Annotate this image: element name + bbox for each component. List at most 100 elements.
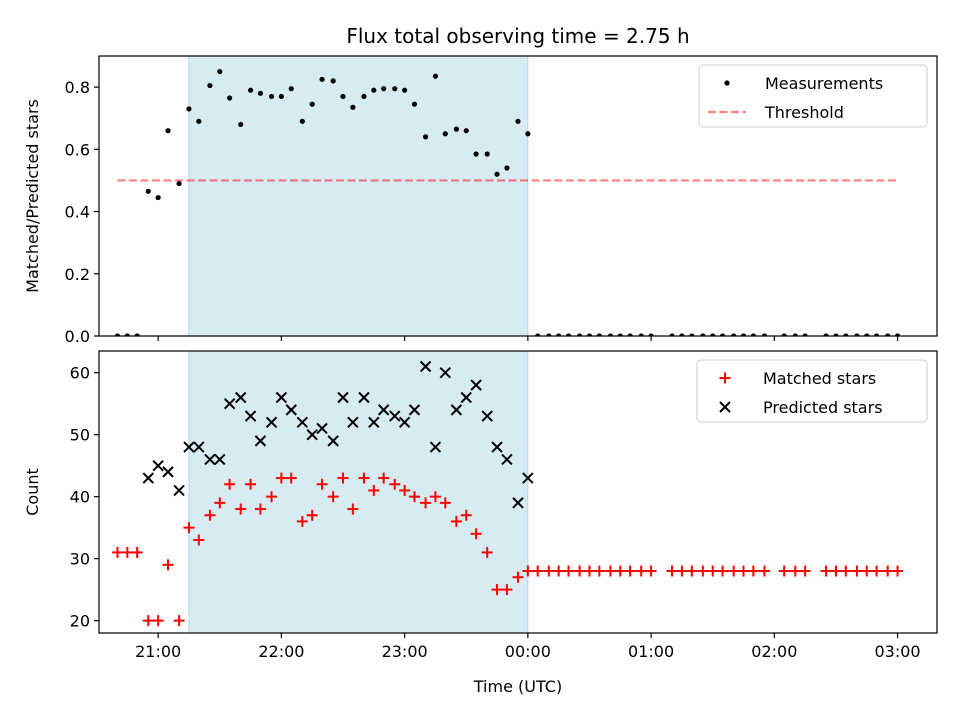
measurement-point [607, 333, 614, 336]
predicted-point [193, 441, 205, 453]
matched-point [275, 472, 287, 484]
predicted-point [491, 441, 503, 453]
matched-point [882, 565, 894, 577]
measurement-point [268, 93, 275, 100]
matched-point [245, 478, 257, 490]
measurement-point [596, 333, 602, 336]
predicted-point [450, 404, 463, 416]
measurement-point [196, 118, 202, 124]
predicted-point [152, 459, 164, 472]
matched-point [645, 565, 657, 577]
matched-point [337, 472, 349, 484]
predicted-point [244, 410, 257, 422]
matched-point [728, 565, 740, 577]
measurement-point [473, 151, 479, 157]
x-tick-label: 00:00 [505, 642, 551, 661]
predicted-point [408, 404, 421, 416]
matched-point [131, 546, 143, 558]
measurement-point [330, 78, 336, 84]
matched-point [501, 584, 513, 596]
predicted-point [204, 453, 216, 466]
legend-label: Predicted stars [763, 398, 883, 417]
predicted-point [223, 397, 236, 410]
matched-point [439, 497, 451, 509]
matched-point [799, 565, 811, 577]
predicted-point [327, 435, 339, 447]
measurement-point [340, 93, 346, 100]
matched-point [368, 484, 380, 496]
predicted-point [235, 391, 247, 404]
measurement-point [165, 128, 171, 134]
measurement-point [288, 86, 294, 92]
matched-point [378, 472, 390, 484]
matched-point [420, 497, 432, 509]
measurement-point [719, 333, 726, 336]
measurement-point [124, 333, 130, 336]
matched-point [450, 515, 462, 527]
y-tick-label: 60 [70, 364, 90, 383]
observing-window-shade [188, 351, 529, 633]
matched-point [820, 565, 832, 577]
plot-area [114, 56, 901, 336]
x-axis-label: Time (UTC) [473, 677, 562, 696]
matched-point [861, 565, 873, 577]
legend: Measurements Threshold [698, 64, 928, 128]
predicted-point [337, 391, 349, 404]
measurement-point [525, 131, 531, 137]
matched-point [296, 515, 308, 527]
y-tick-label: 0.8 [65, 78, 90, 97]
predicted-point [439, 366, 451, 379]
matched-point [583, 565, 595, 577]
predicted-point [419, 360, 432, 373]
measurement-point [823, 333, 829, 336]
matched-point [778, 565, 790, 577]
matched-point [204, 509, 216, 521]
matched-point [173, 615, 185, 627]
legend-label: Measurements [765, 74, 883, 93]
measurement-point [648, 333, 654, 336]
y-axis-label: Count [23, 468, 42, 516]
measurement-point [874, 333, 880, 336]
y-tick-label: 0.6 [65, 140, 90, 159]
legend-handle-measurements [724, 80, 730, 86]
measurement-point [885, 333, 891, 336]
measurement-point [309, 101, 315, 107]
axes-frame [98, 350, 938, 634]
measurement-point [761, 333, 768, 336]
measurement-point [792, 333, 798, 336]
matched-point [871, 565, 883, 577]
series-matched-stars [111, 472, 904, 627]
matched-point [142, 615, 154, 627]
x-tick-label: 03:00 [875, 642, 921, 661]
predicted-point [429, 441, 442, 453]
measurement-point [371, 87, 377, 93]
legend-label: Matched stars [763, 369, 876, 388]
measurement-point [257, 90, 264, 96]
predicted-point [501, 453, 513, 466]
measurement-point [546, 333, 552, 336]
measurement-point [638, 333, 644, 336]
predicted-point [368, 416, 380, 428]
matched-point [460, 509, 472, 521]
measurement-point [442, 131, 448, 137]
matched-point [224, 478, 236, 490]
x-tick-label: 01:00 [628, 642, 674, 661]
measurement-point [854, 333, 860, 336]
series-predicted-stars [142, 360, 534, 509]
measurement-point [134, 333, 140, 336]
matched-point [429, 491, 441, 503]
predicted-point [285, 404, 297, 416]
predicted-point [306, 428, 318, 441]
matched-point [738, 565, 750, 577]
matched-point [152, 615, 164, 627]
measurement-point [515, 118, 521, 124]
measurement-point [381, 86, 387, 92]
measurement-point [238, 121, 244, 128]
legend-handle-matched [719, 372, 731, 384]
predicted-point [377, 404, 390, 416]
measurement-point [843, 333, 849, 336]
measurement-point [565, 333, 572, 336]
matched-point [491, 584, 503, 596]
matched-point [851, 565, 863, 577]
matched-point [358, 472, 370, 484]
